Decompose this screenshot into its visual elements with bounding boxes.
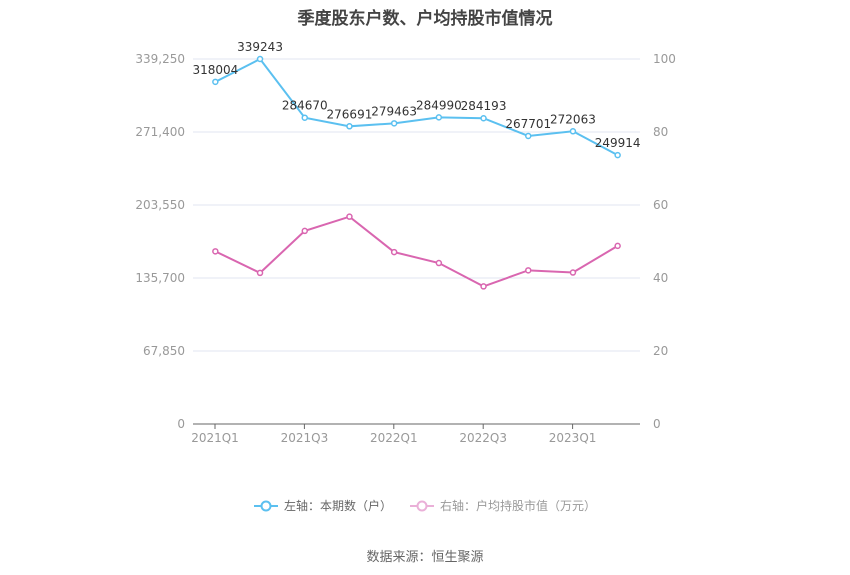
avg-holding-value-line [214,215,619,288]
data-point[interactable] [525,267,532,274]
left-axis-tick: 67,850 [143,344,185,358]
right-axis-tick: 100 [653,52,676,66]
legend-item-right-axis[interactable]: 右轴：户均持股市值（万元） [410,497,596,514]
data-point[interactable] [614,151,621,159]
data-label: 284193 [461,99,507,113]
legend-label-right: 右轴：户均持股市值（万元） [440,499,597,513]
right-axis-tick: 60 [653,198,668,212]
data-point[interactable] [614,242,621,250]
data-label: 276691 [327,107,373,121]
data-label: 284670 [282,99,328,113]
data-label: 272063 [550,112,596,126]
data-point[interactable] [301,227,308,235]
left-axis-tick: 0 [177,417,185,431]
data-point[interactable] [390,120,398,127]
data-label: 267701 [505,117,551,131]
data-label: 279463 [371,104,417,118]
legend-label-left: 左轴：本期数（户） [283,499,392,513]
legend-circle-pink-icon [410,500,434,511]
data-source: 数据来源：恒生聚源 [366,550,484,565]
line-chart: 0 0 67,850 20 135,700 40 203,550 60 271,400 80 339… [135,40,676,445]
data-point[interactable] [435,259,443,267]
right-axis-tick: 80 [653,125,668,139]
right-axis-tick: 0 [653,417,661,431]
x-axis-label: 2021Q3 [281,431,329,445]
data-label: 284990 [416,98,462,112]
data-point[interactable] [435,114,443,121]
x-axis-label: 2021Q1 [191,431,239,445]
left-axis-tick: 339,250 [135,52,185,66]
data-label: 339243 [237,40,283,54]
left-axis-tick: 135,700 [135,271,185,285]
data-point[interactable] [569,128,577,135]
data-point[interactable] [569,269,577,276]
right-axis-tick: 20 [653,344,668,358]
left-axis-tick: 271,400 [135,125,185,139]
data-point[interactable] [256,55,264,63]
data-point[interactable] [212,248,219,255]
legend: 左轴：本期数（户） 右轴：户均持股市值（万元） [0,497,850,514]
data-point[interactable] [480,114,487,122]
data-point[interactable] [480,283,487,290]
data-point[interactable] [346,123,353,130]
data-label: 249914 [595,136,641,150]
left-axis-tick: 203,550 [135,198,185,212]
data-point[interactable] [525,132,532,140]
data-point[interactable] [301,114,308,121]
data-label: 318004 [192,63,238,77]
data-point[interactable] [346,213,353,220]
x-axis-label: 2022Q3 [459,431,507,445]
x-axis-label: 2022Q1 [370,431,418,445]
data-point[interactable] [390,248,398,256]
x-axis-label: 2023Q1 [549,431,597,445]
data-point[interactable] [212,78,219,86]
shareholder-count-line [214,57,619,156]
chart-title: 季度股东户数、户均持股市值情况 [297,9,553,29]
legend-circle-blue-icon [253,500,278,511]
legend-item-left-axis[interactable]: 左轴：本期数（户） [253,497,392,514]
right-axis-tick: 40 [653,271,668,285]
data-point[interactable] [256,269,264,277]
